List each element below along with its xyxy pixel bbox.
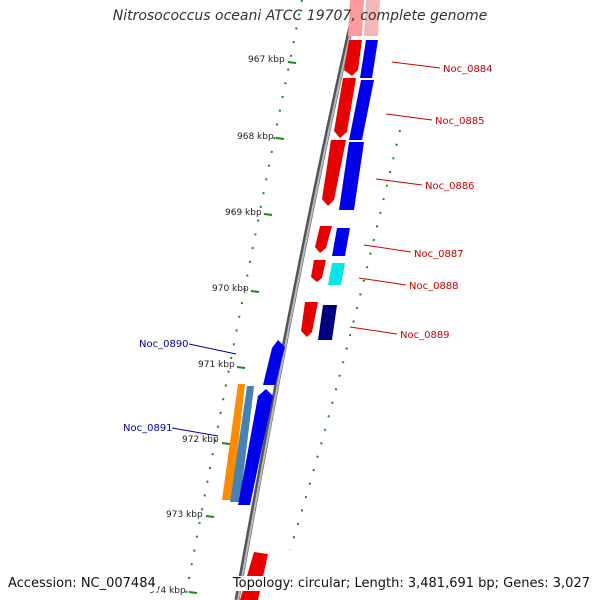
tick-track (184, 0, 303, 600)
cds-feature (315, 226, 332, 253)
tick-label: 970 kbp (212, 284, 249, 294)
tick-label: 973 kbp (166, 510, 203, 520)
cds-feature (222, 384, 245, 500)
cds-feature (334, 78, 356, 138)
tick-967: 967 kbp (248, 55, 297, 65)
topology-text: Topology: circular; Length: 3,481,691 bp… (230, 576, 592, 591)
tick-974: 974 kbp (149, 586, 198, 596)
cds-feature (263, 340, 285, 385)
cds-feature (230, 386, 254, 502)
tick-label: 972 kbp (182, 435, 219, 445)
tick-label: 974 kbp (149, 586, 186, 596)
tick-969: 969 kbp (225, 208, 273, 218)
rna-feature (328, 263, 345, 285)
tick-970: 970 kbp (212, 284, 260, 294)
tick-972: 972 kbp (182, 435, 231, 445)
gene-label-noc-0891[interactable]: Noc_0891 (123, 423, 173, 434)
map-title: Nitrosococcus oceani ATCC 19707, complet… (112, 8, 488, 24)
tick-label: 968 kbp (237, 132, 274, 142)
cds-feature (322, 140, 346, 206)
accession-text: Accession: NC_007484 (6, 576, 158, 591)
ruler-track (289, 129, 401, 551)
cds-feature (339, 142, 364, 210)
cds-feature (301, 302, 318, 337)
tick-label: 967 kbp (248, 55, 285, 65)
cds-feature (238, 389, 273, 505)
gene-label-noc-0886[interactable]: Noc_0886 (425, 181, 475, 192)
tick-973: 973 kbp (166, 510, 215, 520)
cds-feature (360, 40, 378, 78)
gene-label-noc-0890[interactable]: Noc_0890 (139, 339, 189, 350)
gene-label-noc-0887[interactable]: Noc_0887 (414, 249, 464, 260)
gene-label-noc-0888[interactable]: Noc_0888 (409, 281, 459, 292)
cds-feature (349, 80, 374, 140)
tick-971: 971 kbp (198, 360, 246, 370)
cds-feature (332, 228, 350, 256)
label-leaders (171, 61, 441, 437)
cds-feature (311, 260, 326, 282)
gene-label-noc-0889[interactable]: Noc_0889 (400, 330, 450, 341)
cds-feature (344, 40, 362, 76)
feature-track-outer (240, 0, 380, 600)
dark-feature (318, 305, 337, 340)
tick-968: 968 kbp (237, 132, 285, 142)
feature-track-inner (222, 340, 285, 505)
gene-label-noc-0884[interactable]: Noc_0884 (443, 64, 493, 75)
gene-label-noc-0885[interactable]: Noc_0885 (435, 116, 485, 127)
tick-label: 971 kbp (198, 360, 235, 370)
tick-label: 969 kbp (225, 208, 262, 218)
